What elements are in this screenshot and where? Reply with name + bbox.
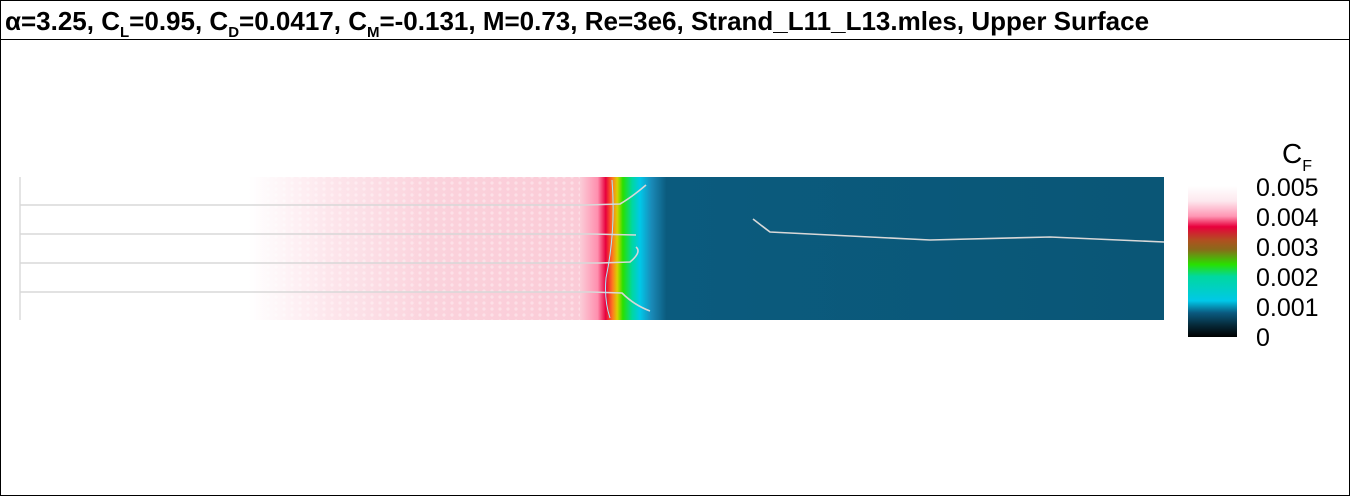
title-bar: α=3.25, CL=0.95, CD=0.0417, CM=-0.131, M… [1, 1, 1349, 40]
colorbar-title-main: C [1282, 138, 1303, 169]
colorbar-title: CF [1282, 138, 1312, 175]
contour-line [20, 246, 639, 264]
cd-value: =0.0417, [239, 6, 349, 36]
skin-friction-field [19, 177, 1164, 320]
colorbar-tick-label: 0.004 [1256, 204, 1319, 232]
contour-lines [20, 179, 1165, 319]
cl-subscript: L [120, 24, 130, 41]
colorbar-tick-label: 0 [1256, 324, 1270, 352]
colorbar-title-subscript: F [1302, 158, 1313, 175]
colorbar-tick-label: 0.001 [1256, 294, 1319, 322]
cl-symbol: C [101, 6, 120, 36]
colorbar-tick-label: 0.003 [1256, 234, 1319, 262]
plot-title: α=3.25, CL=0.95, CD=0.0417, CM=-0.131, M… [5, 6, 1150, 40]
colorbar-gradient [1188, 186, 1237, 337]
cd-symbol: C [209, 6, 229, 36]
alpha-symbol: α [5, 6, 21, 36]
cm-symbol: C [348, 6, 367, 36]
field-gradient [20, 177, 1164, 320]
cl-value: =0.95, [129, 6, 210, 36]
contour-line [752, 218, 1165, 243]
alpha-value: =3.25, [20, 6, 102, 36]
colorbar-tick-label: 0.002 [1256, 264, 1319, 292]
cm-value-and-case: =-0.131, M=0.73, Re=3e6, Strand_L11_L13.… [379, 6, 1150, 36]
contour-line [20, 184, 647, 206]
contour-line [20, 291, 651, 312]
cd-subscript: D [228, 24, 240, 41]
colorbar [1188, 186, 1237, 337]
contour-line [605, 179, 614, 319]
cm-subscript: M [366, 24, 380, 41]
colorbar-tick-label: 0.005 [1256, 174, 1319, 202]
contour-line [20, 233, 637, 236]
field-ripple-texture [265, 177, 580, 320]
